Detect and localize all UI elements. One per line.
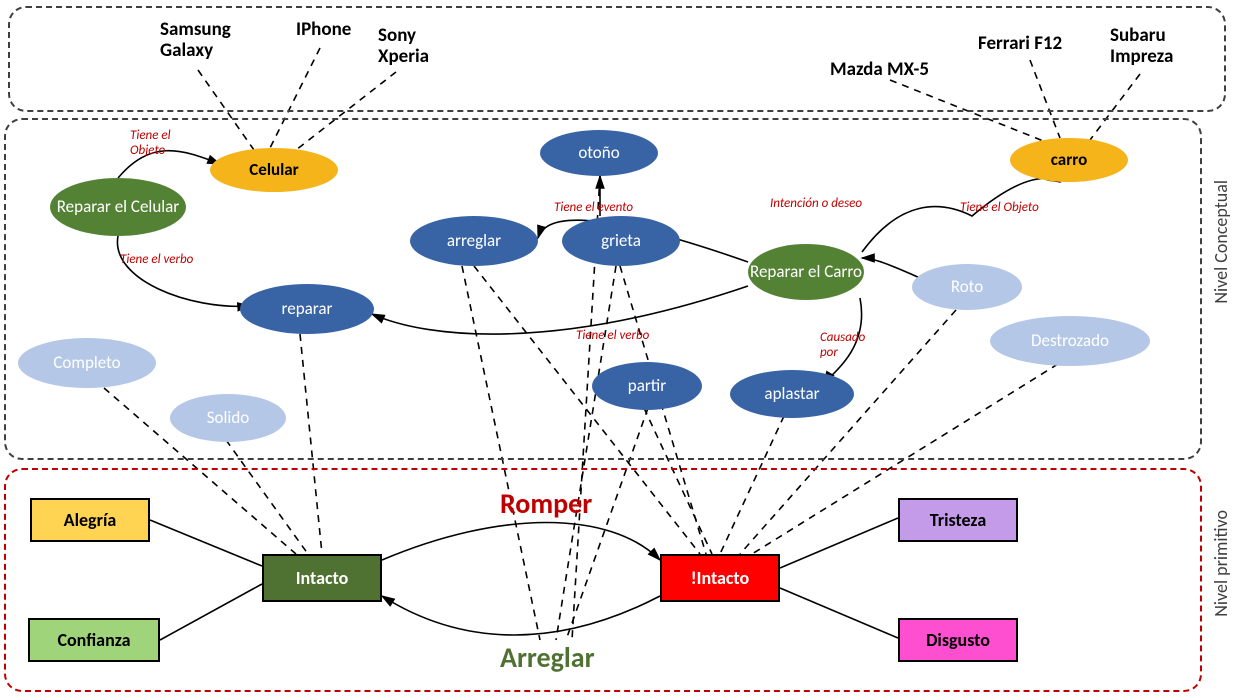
box-nintacto: !Intacto bbox=[660, 554, 780, 602]
node-destrozado: Destrozado bbox=[990, 316, 1150, 366]
top-label: Samsung Galaxy bbox=[160, 20, 231, 62]
box-disgusto: Disgusto bbox=[898, 618, 1018, 662]
edge-label: Tiene el verbo bbox=[120, 252, 193, 267]
node-roto: Roto bbox=[912, 264, 1022, 310]
region-primitive bbox=[4, 468, 1202, 692]
box-intacto: Intacto bbox=[262, 554, 382, 602]
edge-label: Causado por bbox=[820, 330, 865, 360]
title-arreglar: Arreglar bbox=[500, 640, 595, 675]
edge-label: Tiene el evento bbox=[554, 200, 633, 215]
node-reparar_carro: Reparar el Carro bbox=[748, 244, 864, 300]
node-grieta: grieta bbox=[562, 216, 680, 266]
node-arreglar: arreglar bbox=[410, 216, 538, 266]
node-aplastar: aplastar bbox=[730, 370, 854, 418]
box-alegria: Alegría bbox=[30, 498, 150, 542]
region-label-conceptual: Nivel Conceptual bbox=[1210, 180, 1232, 304]
top-label: Ferrari F12 bbox=[978, 34, 1062, 55]
node-completo: Completo bbox=[18, 338, 156, 388]
top-label: IPhone bbox=[296, 20, 351, 41]
node-celular: Celular bbox=[210, 148, 338, 192]
top-label: Subaru Impreza bbox=[1110, 26, 1173, 68]
node-reparar_celular: Reparar el Celular bbox=[50, 178, 186, 236]
edge-label: Tiene el verbo bbox=[576, 328, 649, 343]
node-reparar: reparar bbox=[240, 284, 374, 334]
title-romper: Romper bbox=[500, 486, 592, 521]
region-label-primitive: Nivel primitivo bbox=[1210, 510, 1232, 617]
top-label: Sony Xperia bbox=[378, 26, 429, 68]
node-solido: Solido bbox=[170, 394, 286, 442]
node-otono: otoño bbox=[540, 130, 658, 176]
node-carro: carro bbox=[1010, 138, 1128, 182]
box-confianza: Confianza bbox=[28, 618, 160, 662]
top-label: Mazda MX-5 bbox=[830, 60, 929, 81]
edge-label: Tiene el Objeto bbox=[130, 128, 171, 158]
box-tristeza: Tristeza bbox=[898, 498, 1018, 542]
edge-label: Tiene el Objeto bbox=[960, 200, 1039, 215]
node-partir: partir bbox=[592, 362, 702, 410]
edge-label: Intención o deseo bbox=[770, 196, 862, 211]
diagram-canvas: Nivel Conceptual Nivel primitivo Samsung G… bbox=[0, 0, 1235, 699]
